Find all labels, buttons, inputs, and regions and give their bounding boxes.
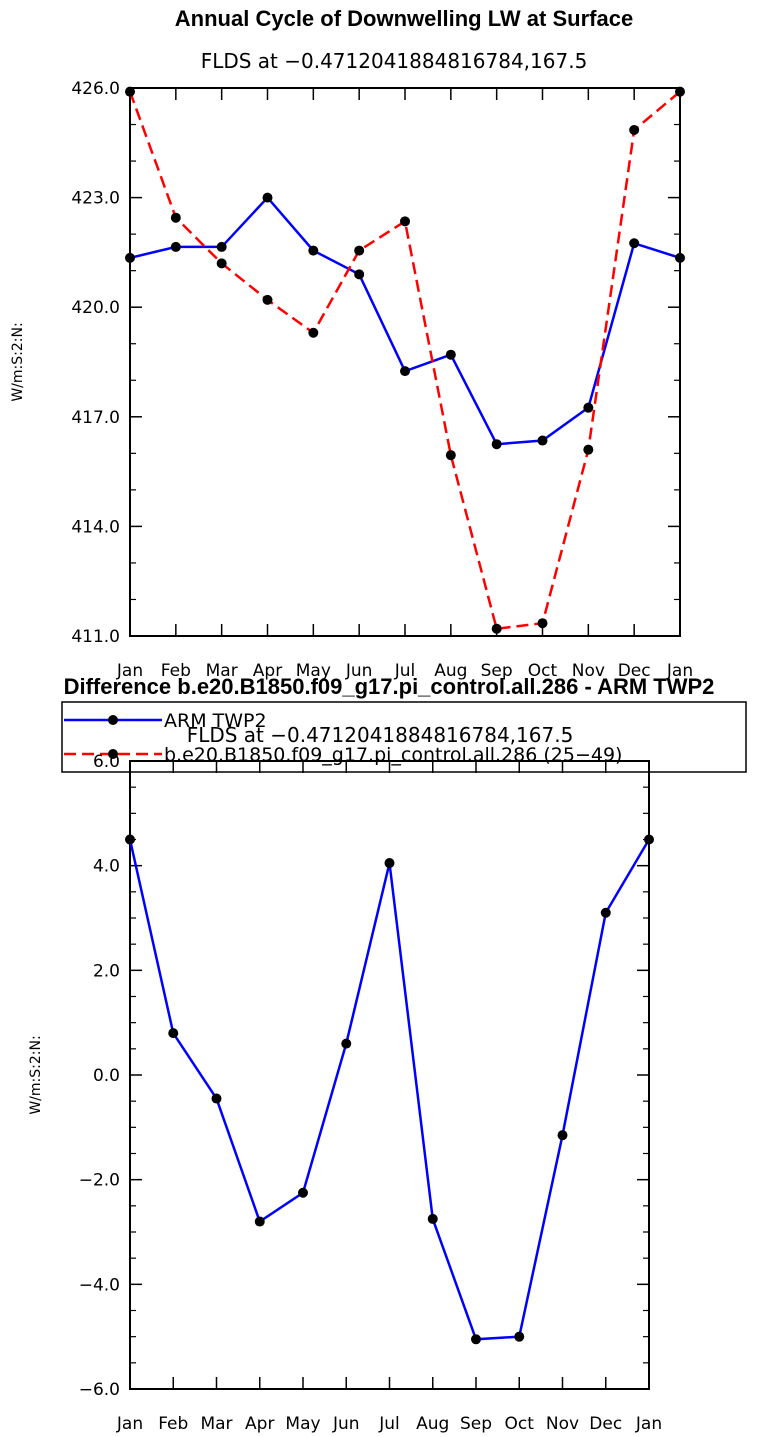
y-tick-label: 4.0 bbox=[93, 857, 120, 877]
series-0-point bbox=[583, 402, 594, 413]
legend-marker-0 bbox=[108, 715, 118, 725]
x-tick-label: Sep bbox=[460, 1414, 492, 1434]
chart-title: Difference b.e20.B1850.f09_g17.pi_contro… bbox=[64, 674, 715, 699]
series-1-point bbox=[629, 125, 640, 136]
series-0-point bbox=[427, 1213, 438, 1224]
chart-bottom: Difference b.e20.B1850.f09_g17.pi_contro… bbox=[28, 674, 714, 1434]
x-tick-label: Sep bbox=[481, 661, 513, 681]
y-axis-label: W/m:S:2:N: bbox=[10, 322, 26, 401]
chart-subtitle: FLDS at −0.4712041884816784,167.5 bbox=[201, 49, 588, 73]
x-tick-label: Jun bbox=[332, 1414, 360, 1434]
y-tick-label: 420.0 bbox=[71, 298, 120, 318]
x-tick-label: Mar bbox=[200, 1414, 232, 1434]
series-1-point bbox=[537, 618, 548, 629]
x-tick-label: Oct bbox=[505, 1414, 535, 1434]
x-tick-label: May bbox=[285, 1414, 320, 1434]
series-0-point bbox=[675, 252, 685, 263]
y-tick-label: 423.0 bbox=[71, 189, 120, 209]
y-tick-label: −6.0 bbox=[79, 1380, 120, 1400]
series-0-point bbox=[254, 1216, 265, 1227]
y-tick-label: 417.0 bbox=[71, 408, 120, 428]
x-tick-label: May bbox=[296, 661, 331, 681]
series-0-point bbox=[471, 1334, 481, 1345]
legend-marker-1 bbox=[108, 749, 118, 759]
series-0-point bbox=[354, 269, 365, 280]
y-tick-label: −4.0 bbox=[79, 1275, 120, 1295]
x-tick-label: Jan bbox=[116, 1414, 143, 1434]
x-tick-label: Feb bbox=[161, 661, 191, 681]
y-axis-label: W/m:S:2:N: bbox=[28, 1035, 44, 1114]
x-tick-label: Dec bbox=[618, 661, 651, 681]
series-1-point bbox=[583, 444, 594, 455]
x-tick-label: Jun bbox=[345, 661, 373, 681]
x-tick-label: Jan bbox=[666, 661, 693, 681]
chart-subtitle: FLDS at −0.4712041884816784,167.5 bbox=[187, 723, 574, 747]
x-tick-label: Apr bbox=[253, 661, 282, 681]
x-tick-label: Aug bbox=[434, 661, 467, 681]
series-0-point bbox=[557, 1130, 568, 1141]
y-tick-label: 0.0 bbox=[93, 1066, 120, 1086]
series-1-point bbox=[216, 258, 227, 269]
x-tick-label: Jan bbox=[116, 661, 143, 681]
plot-frame bbox=[129, 87, 681, 637]
x-tick-label: Jan bbox=[635, 1414, 662, 1434]
series-1-point bbox=[491, 623, 502, 634]
y-tick-label: 426.0 bbox=[71, 79, 120, 99]
series-1-point bbox=[675, 86, 685, 97]
series-0-point bbox=[211, 1093, 222, 1104]
plot-frame bbox=[129, 760, 650, 1390]
y-tick-label: −2.0 bbox=[79, 1171, 120, 1191]
series-1-point bbox=[170, 212, 181, 223]
series-0-point bbox=[384, 858, 395, 869]
series-0-point bbox=[308, 245, 319, 256]
y-tick-label: 414.0 bbox=[71, 517, 120, 537]
series-1-point bbox=[354, 245, 365, 256]
series-1-point bbox=[308, 327, 319, 338]
series-0-point bbox=[168, 1028, 179, 1039]
x-tick-label: Nov bbox=[572, 661, 605, 681]
y-tick-label: 2.0 bbox=[93, 961, 120, 981]
series-1-point bbox=[400, 216, 410, 227]
chart-top: Annual Cycle of Downwelling LW at Surfac… bbox=[10, 6, 693, 681]
series-1-point bbox=[125, 86, 135, 97]
series-0-point bbox=[600, 907, 611, 918]
series-0-point bbox=[629, 238, 640, 249]
legend-label-0: ARM TWP2 bbox=[164, 710, 267, 732]
series-0-point bbox=[298, 1187, 308, 1198]
series-0-point bbox=[537, 435, 548, 446]
x-tick-label: Jul bbox=[378, 1414, 400, 1434]
series-0-point bbox=[341, 1038, 352, 1049]
series-0-point bbox=[644, 834, 654, 845]
series-1-point bbox=[262, 294, 273, 305]
x-tick-label: Apr bbox=[245, 1414, 274, 1434]
x-tick-label: Oct bbox=[528, 661, 558, 681]
x-tick-label: Dec bbox=[589, 1414, 622, 1434]
y-tick-label: 411.0 bbox=[71, 627, 120, 647]
x-tick-label: Mar bbox=[206, 661, 238, 681]
chart-title: Annual Cycle of Downwelling LW at Surfac… bbox=[175, 6, 633, 31]
series-line-1 bbox=[128, 90, 681, 631]
series-0-point bbox=[445, 349, 456, 360]
x-tick-label: Feb bbox=[158, 1414, 188, 1434]
series-0-point bbox=[125, 834, 135, 845]
y-tick-label: 6.0 bbox=[93, 752, 120, 772]
series-0-point bbox=[262, 192, 273, 203]
series-1-point bbox=[445, 450, 456, 461]
legend-label-1: b.e20.B1850.f09_g17.pi_control.all.286 (… bbox=[164, 744, 622, 766]
series-0-point bbox=[170, 241, 181, 252]
x-tick-label: Nov bbox=[546, 1414, 579, 1434]
series-0-point bbox=[125, 252, 135, 263]
series-line-0 bbox=[129, 195, 681, 446]
x-tick-label: Jul bbox=[394, 661, 416, 681]
series-0-point bbox=[491, 439, 502, 450]
series-line-0 bbox=[128, 838, 651, 1341]
x-tick-label: Aug bbox=[416, 1414, 449, 1434]
series-0-point bbox=[514, 1331, 525, 1342]
series-0-point bbox=[216, 241, 227, 252]
series-0-point bbox=[400, 366, 410, 377]
